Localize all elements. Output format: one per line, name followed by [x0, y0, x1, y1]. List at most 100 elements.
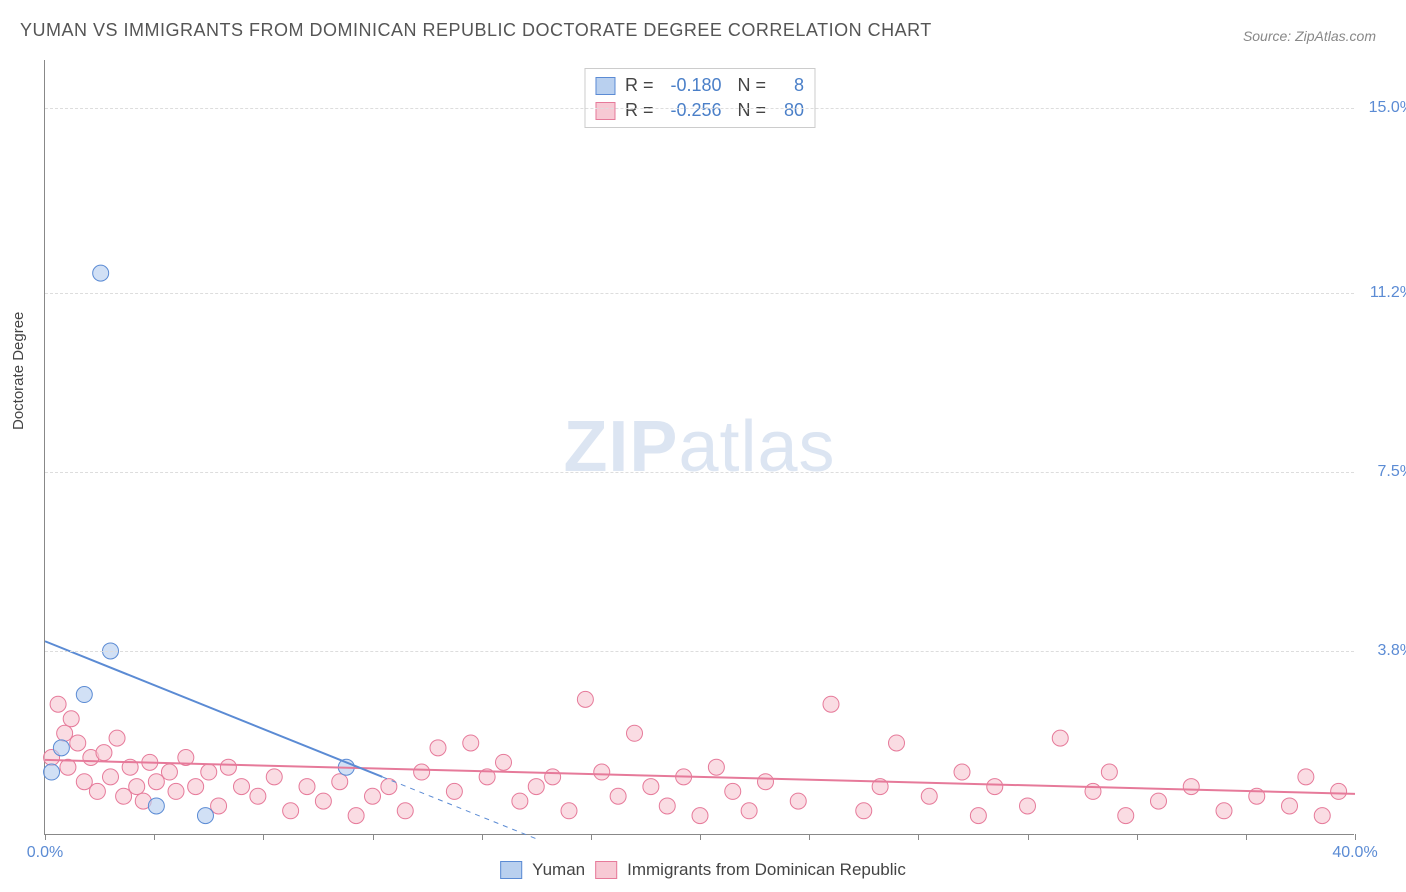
source-attribution: Source: ZipAtlas.com — [1243, 28, 1376, 44]
legend-swatch — [595, 861, 617, 879]
data-point — [250, 788, 266, 804]
data-point — [348, 808, 364, 824]
data-point — [188, 779, 204, 795]
y-tick-label: 15.0% — [1359, 99, 1406, 117]
x-tick — [1137, 834, 1138, 840]
data-point — [446, 783, 462, 799]
data-point — [103, 769, 119, 785]
data-point — [129, 779, 145, 795]
data-point — [1314, 808, 1330, 824]
data-point — [692, 808, 708, 824]
data-point — [512, 793, 528, 809]
data-point — [725, 783, 741, 799]
x-tick — [482, 834, 483, 840]
data-point — [414, 764, 430, 780]
x-tick — [591, 834, 592, 840]
data-point — [57, 725, 73, 741]
series-legend: Yuman Immigrants from Dominican Republic — [500, 860, 906, 880]
data-point — [50, 696, 66, 712]
data-point — [89, 783, 105, 799]
x-tick-label: 0.0% — [27, 844, 63, 862]
data-point — [44, 764, 60, 780]
data-point — [1216, 803, 1232, 819]
data-point — [1298, 769, 1314, 785]
data-point — [148, 798, 164, 814]
x-tick — [700, 834, 701, 840]
x-tick — [263, 834, 264, 840]
data-point — [315, 793, 331, 809]
x-tick — [918, 834, 919, 840]
data-point — [954, 764, 970, 780]
data-point — [430, 740, 446, 756]
x-tick — [373, 834, 374, 840]
x-tick — [154, 834, 155, 840]
data-point — [659, 798, 675, 814]
chart-title: YUMAN VS IMMIGRANTS FROM DOMINICAN REPUB… — [20, 20, 932, 41]
data-point — [561, 803, 577, 819]
data-point — [70, 735, 86, 751]
data-point — [1183, 779, 1199, 795]
x-tick — [1028, 834, 1029, 840]
plot-area: ZIPatlas R =-0.180N =8R =-0.256N =80 3.8… — [44, 60, 1354, 835]
scatter-svg — [45, 60, 1355, 835]
data-point — [266, 769, 282, 785]
data-point — [234, 779, 250, 795]
legend-label: Immigrants from Dominican Republic — [627, 860, 906, 880]
gridline — [45, 472, 1354, 473]
data-point — [397, 803, 413, 819]
x-tick — [809, 834, 810, 840]
data-point — [987, 779, 1003, 795]
data-point — [1052, 730, 1068, 746]
x-tick — [45, 834, 46, 840]
data-point — [856, 803, 872, 819]
data-point — [921, 788, 937, 804]
legend-label: Yuman — [532, 860, 585, 880]
data-point — [594, 764, 610, 780]
data-point — [53, 740, 69, 756]
x-tick — [1355, 834, 1356, 840]
data-point — [823, 696, 839, 712]
data-point — [528, 779, 544, 795]
data-point — [283, 803, 299, 819]
data-point — [577, 691, 593, 707]
data-point — [889, 735, 905, 751]
data-point — [1101, 764, 1117, 780]
gridline — [45, 293, 1354, 294]
data-point — [197, 808, 213, 824]
data-point — [148, 774, 164, 790]
y-tick-label: 7.5% — [1359, 463, 1406, 481]
data-point — [1020, 798, 1036, 814]
data-point — [63, 711, 79, 727]
data-point — [627, 725, 643, 741]
data-point — [93, 265, 109, 281]
data-point — [96, 745, 112, 761]
data-point — [201, 764, 217, 780]
data-point — [161, 764, 177, 780]
data-point — [790, 793, 806, 809]
data-point — [109, 730, 125, 746]
data-point — [1331, 783, 1347, 799]
data-point — [708, 759, 724, 775]
y-tick-label: 3.8% — [1359, 642, 1406, 660]
y-tick-label: 11.2% — [1359, 284, 1406, 302]
data-point — [1151, 793, 1167, 809]
x-tick — [1246, 834, 1247, 840]
data-point — [643, 779, 659, 795]
legend-swatch — [500, 861, 522, 879]
data-point — [496, 754, 512, 770]
data-point — [211, 798, 227, 814]
data-point — [76, 687, 92, 703]
y-axis-label: Doctorate Degree — [10, 312, 27, 430]
data-point — [463, 735, 479, 751]
data-point — [116, 788, 132, 804]
data-point — [381, 779, 397, 795]
data-point — [220, 759, 236, 775]
data-point — [1118, 808, 1134, 824]
data-point — [332, 774, 348, 790]
data-point — [1282, 798, 1298, 814]
x-tick-label: 40.0% — [1332, 844, 1377, 862]
data-point — [76, 774, 92, 790]
data-point — [365, 788, 381, 804]
data-point — [299, 779, 315, 795]
gridline — [45, 108, 1354, 109]
